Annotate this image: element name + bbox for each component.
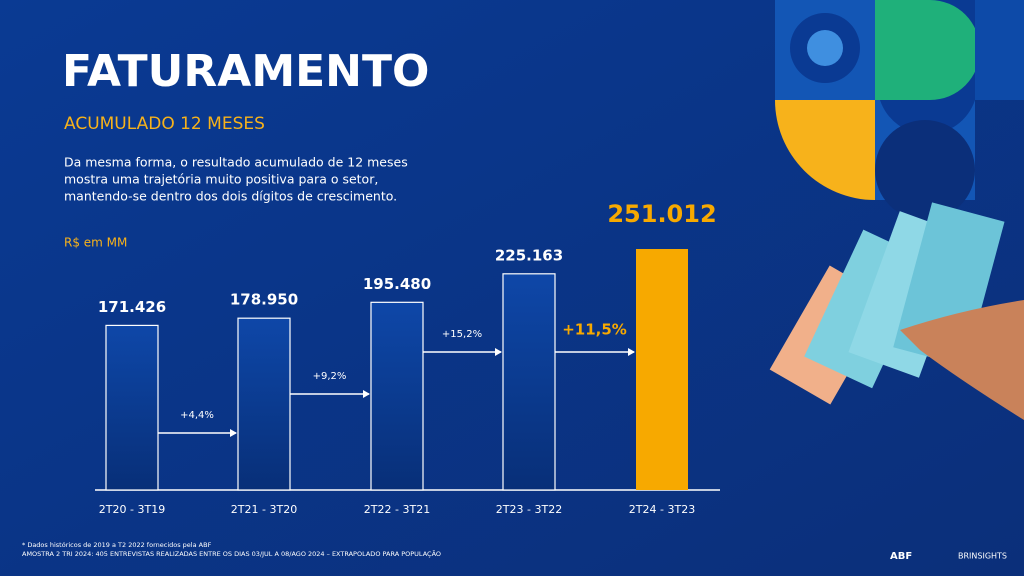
- x-tick-label: 2T20 - 3T19: [99, 503, 165, 516]
- title: FATURAMENTO: [62, 46, 429, 97]
- logo: BRINSIGHTS: [958, 552, 1007, 561]
- description-line: mantendo-se dentro dos dois dígitos de c…: [64, 189, 397, 204]
- money-illustration: [769, 202, 1024, 420]
- growth-label: +11,5%: [562, 321, 627, 339]
- value-label: 171.426: [98, 298, 166, 316]
- value-label: 195.480: [363, 275, 431, 293]
- footnote: AMOSTRA 2 TRI 2024: 405 ENTREVISTAS REAL…: [22, 549, 441, 558]
- description-line: mostra uma trajetória muito positiva par…: [64, 172, 378, 187]
- description-line: Da mesma forma, o resultado acumulado de…: [64, 155, 408, 170]
- value-label: 225.163: [495, 246, 563, 264]
- bar: [370, 301, 424, 491]
- growth-label: +15,2%: [442, 329, 482, 340]
- arrow-head: [495, 348, 502, 356]
- value-label: 251.012: [607, 200, 716, 228]
- decor: [775, 0, 1024, 220]
- x-tick-label: 2T24 - 3T23: [629, 503, 695, 516]
- x-tick-label: 2T23 - 3T22: [496, 503, 562, 516]
- bar: [636, 249, 688, 490]
- bar: [237, 317, 291, 491]
- arrow-head: [363, 390, 370, 398]
- growth-label: +4,4%: [180, 410, 214, 421]
- arrow-head: [230, 429, 237, 437]
- value-label: 178.950: [230, 291, 298, 309]
- growth-label: +9,2%: [313, 371, 347, 382]
- subtitle: ACUMULADO 12 MESES: [64, 114, 265, 134]
- x-tick-label: 2T22 - 3T21: [364, 503, 430, 516]
- unit-label: R$ em MM: [64, 236, 127, 250]
- bar: [502, 273, 556, 491]
- logo: ABF: [890, 551, 912, 562]
- arrow-head: [628, 348, 635, 356]
- x-tick-label: 2T21 - 3T20: [231, 503, 297, 516]
- bar: [105, 324, 159, 491]
- footnote: * Dados históricos de 2019 a T2 2022 for…: [22, 541, 212, 549]
